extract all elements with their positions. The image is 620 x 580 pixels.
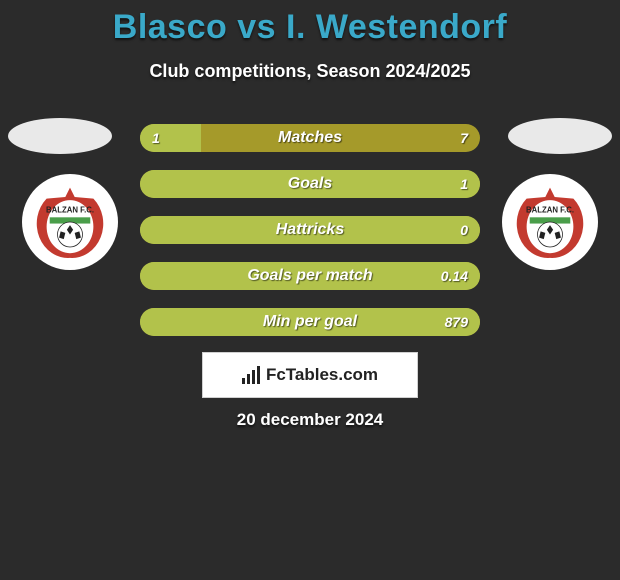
player1-name: Blasco xyxy=(113,8,228,46)
balzan-fc-icon: BALZAN F.C. xyxy=(511,183,589,261)
player1-club-logo: BALZAN F.C. xyxy=(22,174,118,270)
comparison-infographic: Blasco vs I. Westendorf Club competition… xyxy=(0,0,620,580)
player2-placeholder-oval xyxy=(508,118,612,154)
stat-label: Goals xyxy=(140,170,480,198)
stat-bars: 17Matches 1Goals 0Hattricks 0.14Goals per m… xyxy=(140,124,480,354)
stat-row: 0.14Goals per match xyxy=(140,262,480,290)
bar-chart-icon xyxy=(242,366,260,384)
stat-label: Goals per match xyxy=(140,262,480,290)
stat-row: 879Min per goal xyxy=(140,308,480,336)
balzan-fc-icon: BALZAN F.C. xyxy=(31,183,109,261)
stat-row: 0Hattricks xyxy=(140,216,480,244)
subtitle: Club competitions, Season 2024/2025 xyxy=(0,61,620,82)
page-title: Blasco vs I. Westendorf xyxy=(0,0,620,47)
brand-text: FcTables.com xyxy=(266,365,378,385)
date-text: 20 december 2024 xyxy=(0,410,620,430)
player2-name: I. Westendorf xyxy=(286,8,507,46)
stat-label: Hattricks xyxy=(140,216,480,244)
svg-text:BALZAN F.C.: BALZAN F.C. xyxy=(46,206,94,215)
brand-badge: FcTables.com xyxy=(202,352,418,398)
player2-club-logo: BALZAN F.C. xyxy=(502,174,598,270)
stat-label: Min per goal xyxy=(140,308,480,336)
player1-placeholder-oval xyxy=(8,118,112,154)
vs-text: vs xyxy=(237,8,276,46)
svg-text:BALZAN F.C.: BALZAN F.C. xyxy=(526,206,574,215)
stat-label: Matches xyxy=(140,124,480,152)
stat-row: 17Matches xyxy=(140,124,480,152)
stat-row: 1Goals xyxy=(140,170,480,198)
